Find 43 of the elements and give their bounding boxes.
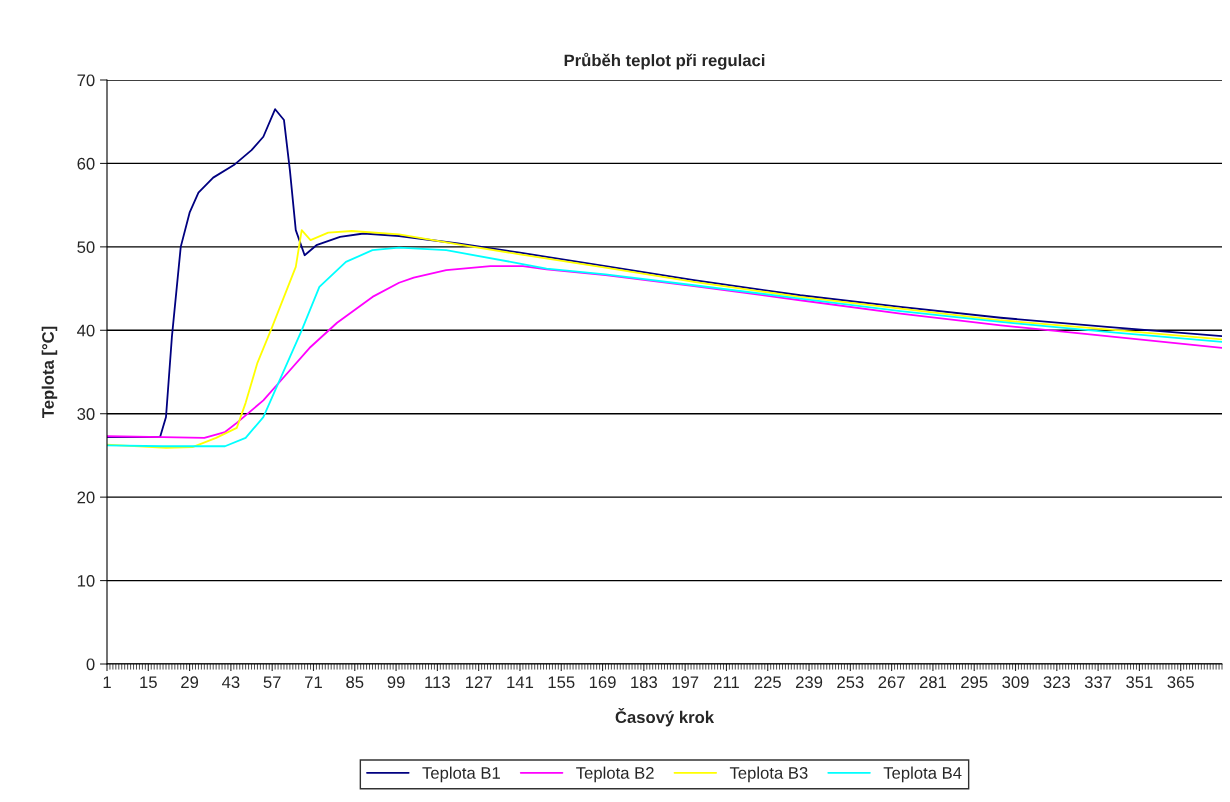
x-tick-label: 15 <box>140 676 157 689</box>
x-tick-label: 57 <box>263 676 281 689</box>
legend-label: Teplota B4 <box>883 766 962 783</box>
y-tick-label: 40 <box>77 324 95 337</box>
y-tick-label: 10 <box>77 574 95 587</box>
y-tick-label: 30 <box>77 408 95 420</box>
line-series <box>107 108 1222 438</box>
y-tick-label: 0 <box>86 658 95 671</box>
x-axis-title: Časový krok <box>615 708 715 727</box>
x-tick-label: 211 <box>714 676 739 688</box>
x-tick-label: 267 <box>878 676 905 689</box>
x-tick-label: 323 <box>1043 676 1070 689</box>
x-tick-label: 295 <box>961 676 988 689</box>
x-tick-label: 225 <box>754 676 781 689</box>
legend-label: Teplota B3 <box>729 766 808 783</box>
x-tick-label: 155 <box>548 676 575 689</box>
x-tick-label: 365 <box>1167 676 1194 689</box>
x-tick-label: 141 <box>507 676 534 688</box>
legend-label: Teplota B2 <box>576 766 654 783</box>
x-tick-label: 239 <box>795 676 823 689</box>
x-tick-label: 169 <box>589 676 616 689</box>
x-tick-label: 1 <box>103 676 111 688</box>
y-tick-label: 50 <box>77 241 95 254</box>
x-tick-label: 99 <box>387 676 405 689</box>
x-tick-label: 127 <box>466 676 492 688</box>
x-tick-label: 71 <box>305 676 322 688</box>
x-tick-label: 85 <box>346 676 364 689</box>
x-tick-label: 337 <box>1084 676 1112 689</box>
x-tick-label: 29 <box>181 676 199 689</box>
x-tick-label: 113 <box>425 676 450 689</box>
x-tick-label: 43 <box>222 676 240 689</box>
y-tick-label: 60 <box>77 157 95 170</box>
x-tick-label: 281 <box>919 676 947 689</box>
x-tick-label: 309 <box>1002 676 1029 689</box>
y-axis-title: Teplota [°C] <box>41 326 58 419</box>
x-tick-label: 253 <box>837 676 864 689</box>
chart-title: Průběh teplot při regulaci <box>564 52 765 70</box>
x-tick-label: 351 <box>1126 676 1153 689</box>
y-tick-label: 20 <box>77 491 95 504</box>
legend-label: Teplota B1 <box>422 766 500 783</box>
y-tick-label: 70 <box>77 74 95 87</box>
x-tick-label: 183 <box>631 676 658 689</box>
x-tick-label: 197 <box>672 676 699 689</box>
